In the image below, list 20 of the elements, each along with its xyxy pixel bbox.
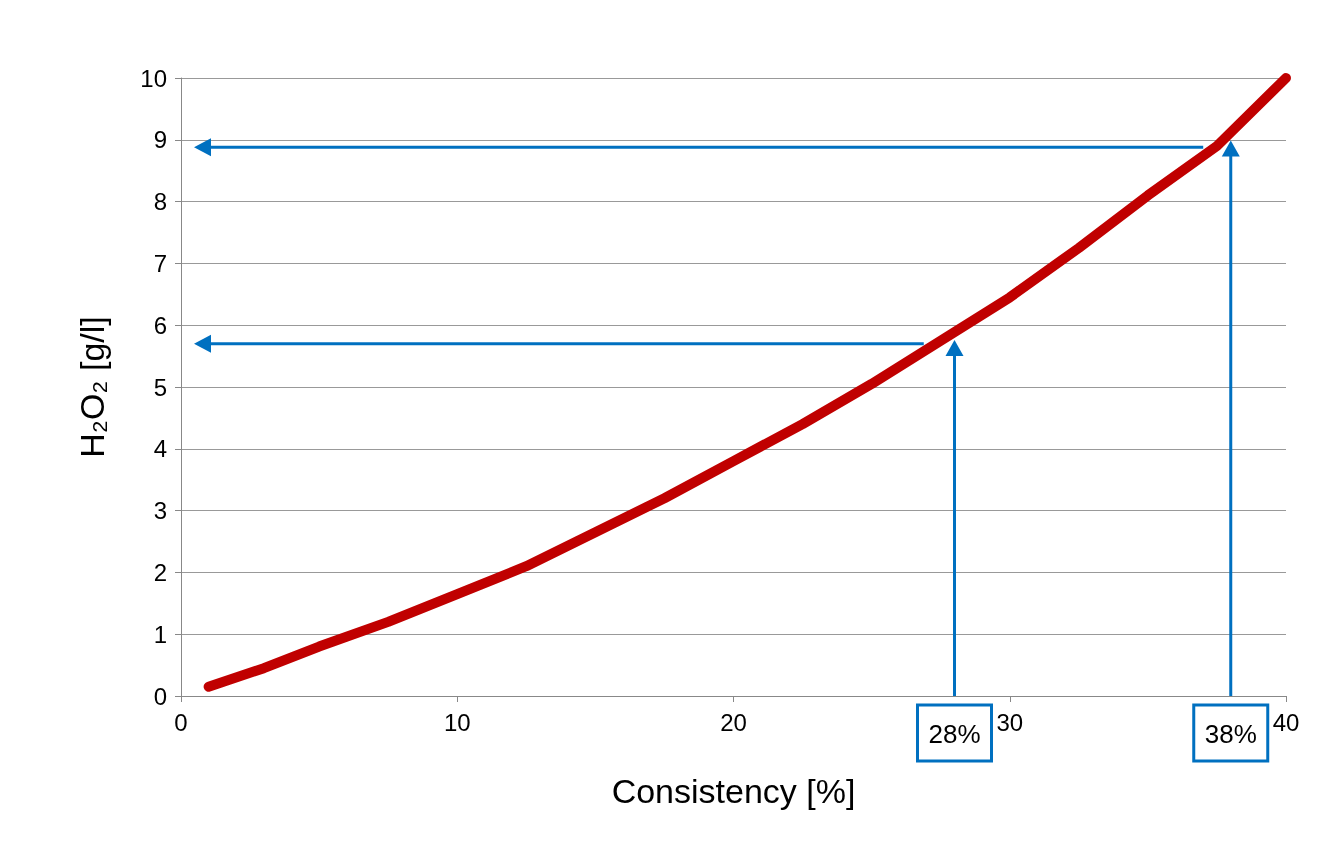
y-tick-label: 5 [153,373,167,401]
y-tick-label: 7 [153,249,167,277]
x-tick-label: 0 [174,708,188,736]
ref-line-label: 38% [1204,719,1257,749]
ref-line-label: 28% [928,719,981,749]
y-tick-label: 6 [153,311,167,339]
x-tick-label: 10 [443,708,471,736]
x-tick-label: 30 [996,708,1024,736]
y-tick-label: 10 [140,64,167,92]
y-tick-label: 2 [153,558,167,586]
x-tick-label: 40 [1272,708,1300,736]
x-axis-title: Consistency [%] [611,772,856,810]
y-tick-label: 0 [153,682,167,710]
y-axis-title: H₂O₂ [g/l] [73,316,111,458]
y-tick-label: 4 [153,435,167,463]
y-tick-label: 8 [153,188,167,216]
y-tick-label: 1 [153,620,167,648]
x-tick-label: 20 [720,708,747,736]
y-tick-label: 9 [153,126,167,154]
y-tick-label: 3 [153,497,167,525]
